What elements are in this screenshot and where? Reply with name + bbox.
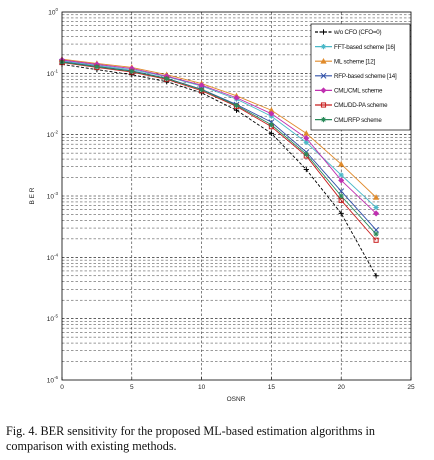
y-tick-label: 10-2 [47,130,59,140]
marker-star [320,117,327,123]
marker-star [94,64,100,70]
y-tick-label: 100 [48,7,58,17]
series-line [61,59,377,214]
tick-layer: 0 5 10 15 20 25 10-6 10-5 10-4 10-3 10-2 10-1 100 [47,7,415,391]
legend-entry-7: CML/RFP scheme [315,117,383,124]
caption-line-2: comparison with existing methods. [6,439,177,453]
marker-plus [373,273,379,279]
legend-label: CML/DD-PA scheme [334,102,388,109]
marker-diamond [233,94,240,101]
marker-triangle [320,57,327,64]
x-tick-label: 20 [338,384,346,391]
plot-frame [61,11,412,381]
x-tick-label: 25 [407,384,415,391]
marker-star [129,68,135,74]
marker-square [320,102,327,108]
marker-diamond [268,110,275,117]
marker-x [338,188,345,195]
marker-square [373,237,379,243]
y-axis-label: B E R [29,187,36,204]
legend-label: CML/CML scheme [334,88,383,95]
marker-star [303,139,309,145]
legend-entry-6: CML/DD-PA scheme [315,102,388,109]
y-tick-exponent: -3 [54,191,58,196]
marker-star [164,76,170,82]
x-tick-label: 0 [60,384,64,391]
legend-entry-3: ML scheme [12] [315,57,376,65]
series-line [61,63,377,277]
marker-star [303,151,309,157]
y-tick-exponent: 0 [55,7,58,12]
legend-label: w/o CFO (CFO=0) [333,29,382,36]
y-tick-exponent: -6 [54,375,58,380]
x-tick-label: 5 [130,384,134,391]
ber-chart: 0 5 10 15 20 25 10-6 10-5 10-4 10-3 10-2 10-1 100 OS… [29,7,415,403]
series-line [61,58,377,198]
y-tick-label: 10-1 [47,68,59,78]
legend-box [310,23,411,131]
marker-star [373,204,379,211]
y-tick-label: 10-6 [47,375,59,385]
marker-plus [338,210,344,217]
marker-plus [303,166,309,173]
marker-triangle [372,194,380,200]
series-layer [58,55,380,279]
figure-caption: Fig. 4. BER sensitivity for the proposed… [6,424,430,454]
y-tick-exponent: -2 [54,130,58,135]
marker-star [268,122,274,128]
x-axis-label: OSNR [227,396,246,403]
legend-label: RFP-based scheme [14] [334,73,397,80]
grid-layer [62,12,411,380]
marker-diamond [338,177,345,184]
legend-entry-2: FFT-based scheme [16] [315,44,396,51]
legend-label: ML scheme [12] [334,58,375,65]
marker-triangle [338,160,345,167]
x-tick-label: 15 [268,384,276,391]
y-tick-label: 10-5 [47,314,59,324]
marker-plus [268,130,274,136]
marker-diamond [373,210,380,217]
y-tick-exponent: -5 [54,314,58,319]
legend-entry-4: RFP-based scheme [14] [315,72,397,80]
y-tick-label: 10-3 [47,191,59,201]
marker-star [338,172,344,178]
series-line [61,61,377,235]
y-tick-exponent: -1 [54,68,58,73]
marker-star [233,102,240,109]
y-tick-label: 10-4 [47,252,59,262]
caption-line-1: Fig. 4. BER sensitivity for the proposed… [6,424,375,438]
marker-plus [320,29,327,35]
marker-diamond [320,87,327,94]
marker-x [320,72,327,79]
legend-entry-5: CML/CML scheme [315,87,383,95]
marker-star [199,87,205,93]
marker-diamond [303,135,310,142]
marker-star [320,44,327,50]
x-tick-label: 10 [198,384,206,391]
legend-label: FFT-based scheme [16] [334,44,396,51]
legend-label: CML/RFP scheme [334,117,382,124]
legend: w/o CFO (CFO=0) FFT-based scheme [16] ML s… [310,23,411,131]
series-line [61,62,377,241]
y-tick-exponent: -4 [54,252,58,257]
legend-entry-1: w/o CFO (CFO=0) [315,29,382,36]
marker-star [338,193,344,199]
series-7 [59,59,379,237]
marker-star [373,231,379,237]
